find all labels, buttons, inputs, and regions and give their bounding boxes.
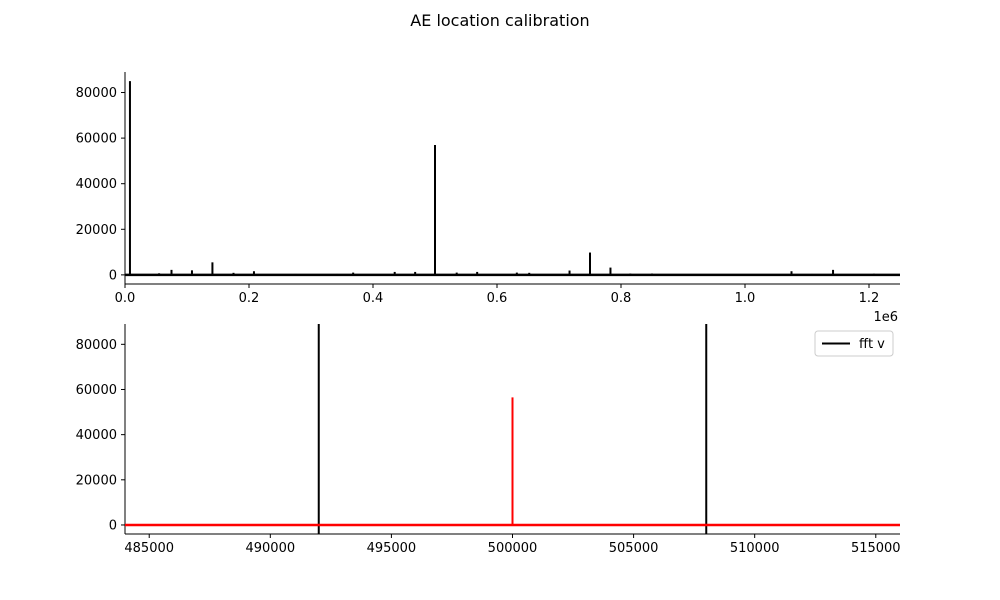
top-x-tick-label: 1.0 [735,291,756,306]
top-chart-x-offset-label: 1e6 [873,310,898,325]
bottom-x-tick-label: 485000 [124,541,174,556]
top-x-tick-label: 0.6 [487,291,508,306]
top-chart-axes [124,72,900,285]
top-y-tick-label: 40000 [76,177,117,192]
bottom-y-tick-label: 20000 [76,473,117,488]
bottom-y-tick-label: 40000 [76,428,117,443]
figure-title: AE location calibration [410,11,589,30]
bottom-x-tick-label: 500000 [488,541,538,556]
bottom-chart: 485000 490000 495000 500000 505000 510000 5150… [76,324,901,556]
top-chart-series [125,81,900,277]
bottom-y-tick-label: 80000 [76,338,117,353]
top-x-tick-label: 0.2 [239,291,260,306]
bottom-y-tick-label: 0 [109,518,117,533]
top-x-tick-label: 0.8 [611,291,632,306]
top-y-tick-label: 60000 [76,132,117,147]
top-x-tick-label: 0.4 [363,291,384,306]
top-x-tick-label: 0.0 [115,291,136,306]
top-chart-ticks: 0.0 0.2 0.4 0.6 0.8 1.0 1.2 0 20000 40000 60000 800… [76,86,880,306]
top-y-tick-label: 20000 [76,223,117,238]
bottom-x-tick-label: 505000 [609,541,659,556]
bottom-chart-series [125,324,900,534]
bottom-x-tick-label: 510000 [730,541,780,556]
bottom-x-tick-label: 515000 [851,541,901,556]
legend-box [814,330,894,357]
bottom-x-tick-label: 495000 [367,541,417,556]
bottom-x-tick-label: 490000 [245,541,295,556]
top-x-tick-label: 1.2 [859,291,880,306]
legend-label: fft v [859,337,885,352]
legend: fft v [814,330,894,357]
top-chart: 0.0 0.2 0.4 0.6 0.8 1.0 1.2 0 20000 40000 60000 800… [76,72,900,325]
top-y-tick-label: 0 [109,268,117,283]
top-y-tick-label: 80000 [76,86,117,101]
bottom-chart-ticks: 485000 490000 495000 500000 505000 510000 5150… [76,338,901,556]
bottom-y-tick-label: 60000 [76,383,117,398]
